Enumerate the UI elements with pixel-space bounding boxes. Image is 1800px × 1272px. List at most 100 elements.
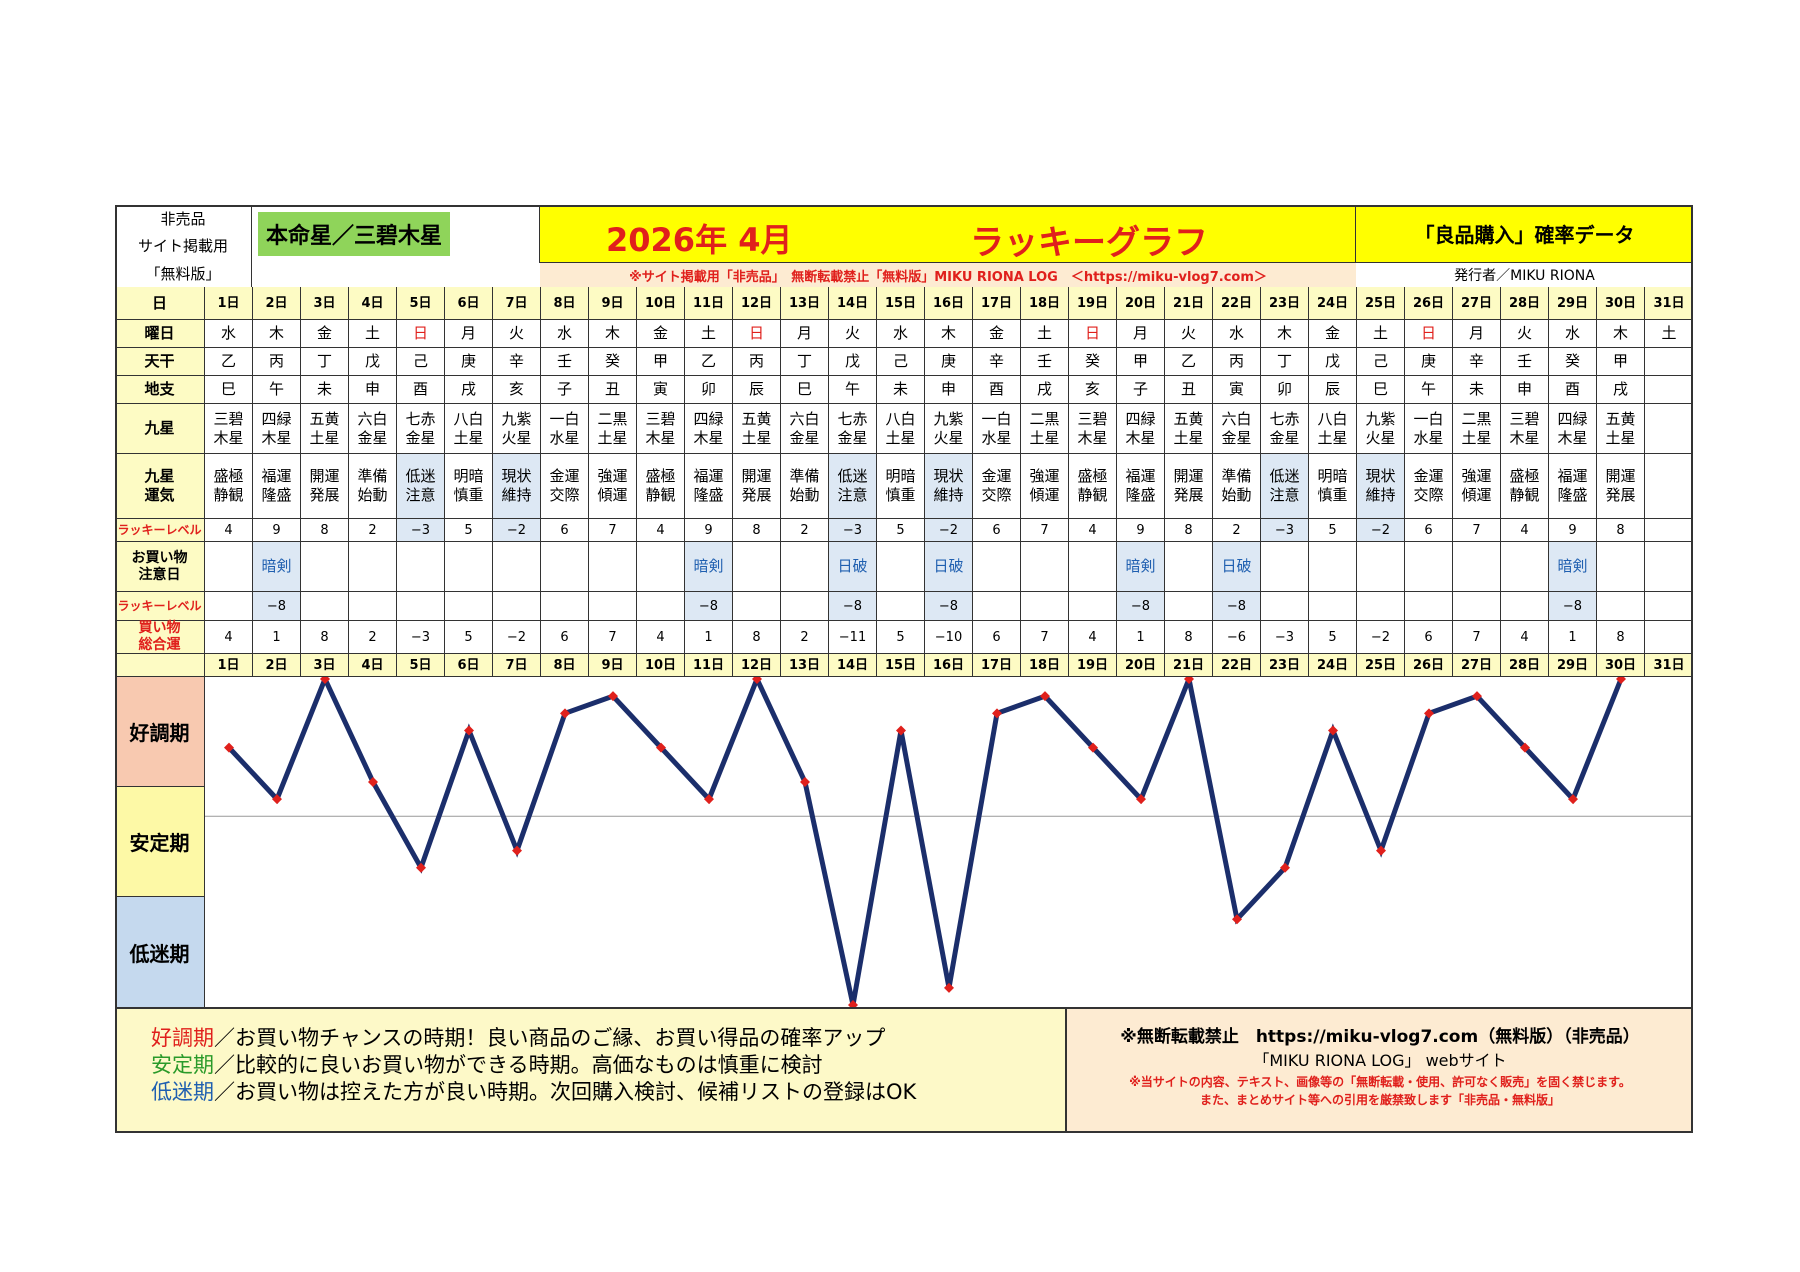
shop-level-cell: −8	[829, 592, 877, 621]
kyusei-text: 三碧	[645, 409, 676, 428]
lucky-level-cell: 6	[973, 519, 1021, 542]
chishi-cell: 卯	[685, 376, 733, 404]
unki-cell: 低迷 注意	[829, 454, 877, 519]
lucky-level-cell: 4	[1069, 519, 1117, 542]
lucky-level-cell: −2	[1357, 519, 1405, 542]
days-bottom-cell: 20日	[1117, 654, 1165, 677]
chishi-cell: 酉	[1549, 376, 1597, 404]
weekdays-cell: 木	[589, 320, 637, 348]
chishi-cell: 酉	[397, 376, 445, 404]
kyusei-cell: 六白 金星	[781, 404, 829, 454]
data-point-marker	[368, 776, 378, 787]
days-cell: 13日	[781, 287, 829, 320]
lucky-level-cell: 2	[349, 519, 397, 542]
shop-caution-cell	[349, 542, 397, 592]
kyusei-cell: 八白 土星	[877, 404, 925, 454]
shop-caution-cell	[1357, 542, 1405, 592]
chishi-row-label: 地支	[115, 376, 205, 404]
chishi-cell	[1645, 376, 1693, 404]
unki-text: 金運	[1413, 467, 1444, 485]
kyusei-cell: 四緑 木星	[1549, 404, 1597, 454]
weekdays-cell: 土	[685, 320, 733, 348]
kyusei-text: 三碧	[1077, 409, 1108, 428]
weekdays-cell: 月	[1117, 320, 1165, 348]
lucky-level-cell: 6	[1405, 519, 1453, 542]
legend-good-term: 好調期	[151, 1026, 214, 1050]
unki-text: 強運	[597, 467, 628, 485]
unki-text: 準備	[357, 467, 388, 485]
kyusei-cell: 三碧 木星	[1501, 404, 1549, 454]
data-point-marker	[1520, 742, 1530, 753]
unki-text: 明暗	[453, 467, 484, 485]
weekdays-cell: 火	[1165, 320, 1213, 348]
lucky-level-cell: 8	[733, 519, 781, 542]
shop-total-cell: 8	[733, 621, 781, 654]
band-stable: 安定期	[115, 787, 205, 897]
subtitle-box: 「良品購入」確率データ	[1356, 205, 1693, 263]
tenkan-cell: 癸	[1549, 348, 1597, 376]
shop-total-cell: 6	[1405, 621, 1453, 654]
kyusei-cell: 一白 水星	[973, 404, 1021, 454]
days-cell: 29日	[1549, 287, 1597, 320]
shop-level-cell	[349, 592, 397, 621]
tenkan-cell: 己	[397, 348, 445, 376]
unki-cell: 金運 交際	[541, 454, 589, 519]
chishi-cell: 午	[253, 376, 301, 404]
unki-cell: 盛極 静観	[1501, 454, 1549, 519]
kyusei-text: 金星	[1269, 428, 1300, 447]
kyusei-cell: 六白 金星	[349, 404, 397, 454]
lucky-level-cell: 5	[445, 519, 493, 542]
weekdays-cell: 水	[877, 320, 925, 348]
chishi-cell: 午	[829, 376, 877, 404]
kyusei-row-label: 九星	[115, 404, 205, 454]
unki-text: 注意	[837, 486, 868, 504]
kyusei-text: 木星	[213, 428, 244, 447]
days-bottom-cell: 16日	[925, 654, 973, 677]
chishi-cell: 亥	[1069, 376, 1117, 404]
unki-cell: 低迷 注意	[397, 454, 445, 519]
days-bottom-cell: 24日	[1309, 654, 1357, 677]
shop-total-cell: 7	[589, 621, 637, 654]
weekdays-cell: 月	[1453, 320, 1501, 348]
unki-cell: 開運 発展	[733, 454, 781, 519]
chishi-cell: 辰	[733, 376, 781, 404]
days-cell: 19日	[1069, 287, 1117, 320]
unki-cell: 準備 始動	[781, 454, 829, 519]
honmei-box: 本命星／三碧木星	[252, 205, 540, 263]
unki-text: 傾運	[1029, 486, 1060, 504]
chishi-cell: 亥	[493, 376, 541, 404]
chishi-cell: 卯	[1261, 376, 1309, 404]
weekdays-cell: 日	[1405, 320, 1453, 348]
unki-cell: 福運 隆盛	[1549, 454, 1597, 519]
shop-caution-cell	[1501, 542, 1549, 592]
lucky-level-cell: −2	[493, 519, 541, 542]
shop-level-cell	[397, 592, 445, 621]
tenkan-cell: 乙	[685, 348, 733, 376]
data-point-marker	[608, 691, 618, 702]
kyusei-text: 木星	[1557, 428, 1588, 447]
unki-text: 盛極	[1509, 467, 1540, 485]
weekdays-cell: 火	[829, 320, 877, 348]
unki-text: 低迷	[1269, 467, 1300, 485]
kyusei-cell: 七赤 金星	[829, 404, 877, 454]
unki-text: 盛極	[645, 467, 676, 485]
shop-caution-cell	[733, 542, 781, 592]
shop-total-cell: −10	[925, 621, 973, 654]
shop-total-cell: −2	[1357, 621, 1405, 654]
shop-total-cell: −11	[829, 621, 877, 654]
weekdays-cell: 土	[1357, 320, 1405, 348]
days-cell: 23日	[1261, 287, 1309, 320]
tenkan-cell: 辛	[493, 348, 541, 376]
tenkan-cell: 庚	[445, 348, 493, 376]
unki-text: 金運	[981, 467, 1012, 485]
lucky-level-cell: 2	[781, 519, 829, 542]
tenkan-cell: 癸	[589, 348, 637, 376]
chishi-cell: 申	[349, 376, 397, 404]
data-point-marker	[656, 742, 666, 753]
luck-series-line	[227, 677, 1624, 1006]
days-bottom-cell: 15日	[877, 654, 925, 677]
unki-text: 強運	[1461, 467, 1492, 485]
kyusei-cell: 四緑 木星	[1117, 404, 1165, 454]
unki-text: 隆盛	[693, 486, 724, 504]
shop-total-cell: 5	[445, 621, 493, 654]
